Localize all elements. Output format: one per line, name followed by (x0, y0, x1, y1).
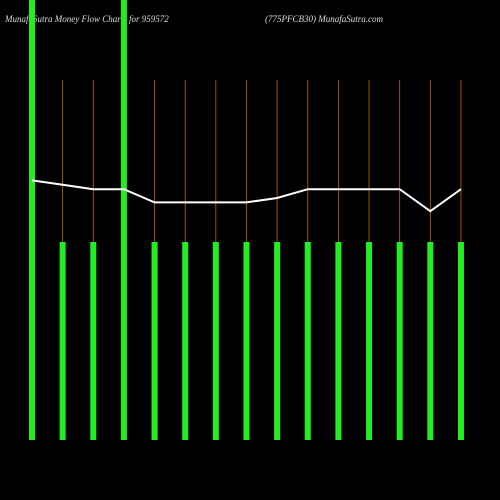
bar (151, 242, 158, 440)
bar (274, 242, 281, 440)
chart-title: MunafaSutra Money Flow Charts for 959572 (4, 14, 169, 24)
bar (29, 0, 35, 440)
bar (366, 242, 373, 440)
bar (212, 242, 219, 440)
bar (90, 242, 97, 440)
bar (120, 0, 127, 440)
bar (59, 242, 66, 440)
bar (304, 242, 311, 440)
bar (457, 242, 464, 440)
line (31, 179, 462, 213)
chart-subtitle: (775PFCB30) MunafaSutra.com (265, 14, 383, 24)
bar (335, 242, 342, 440)
bar (427, 242, 434, 440)
bar (182, 242, 189, 440)
bar (243, 242, 250, 440)
bar (396, 242, 403, 440)
